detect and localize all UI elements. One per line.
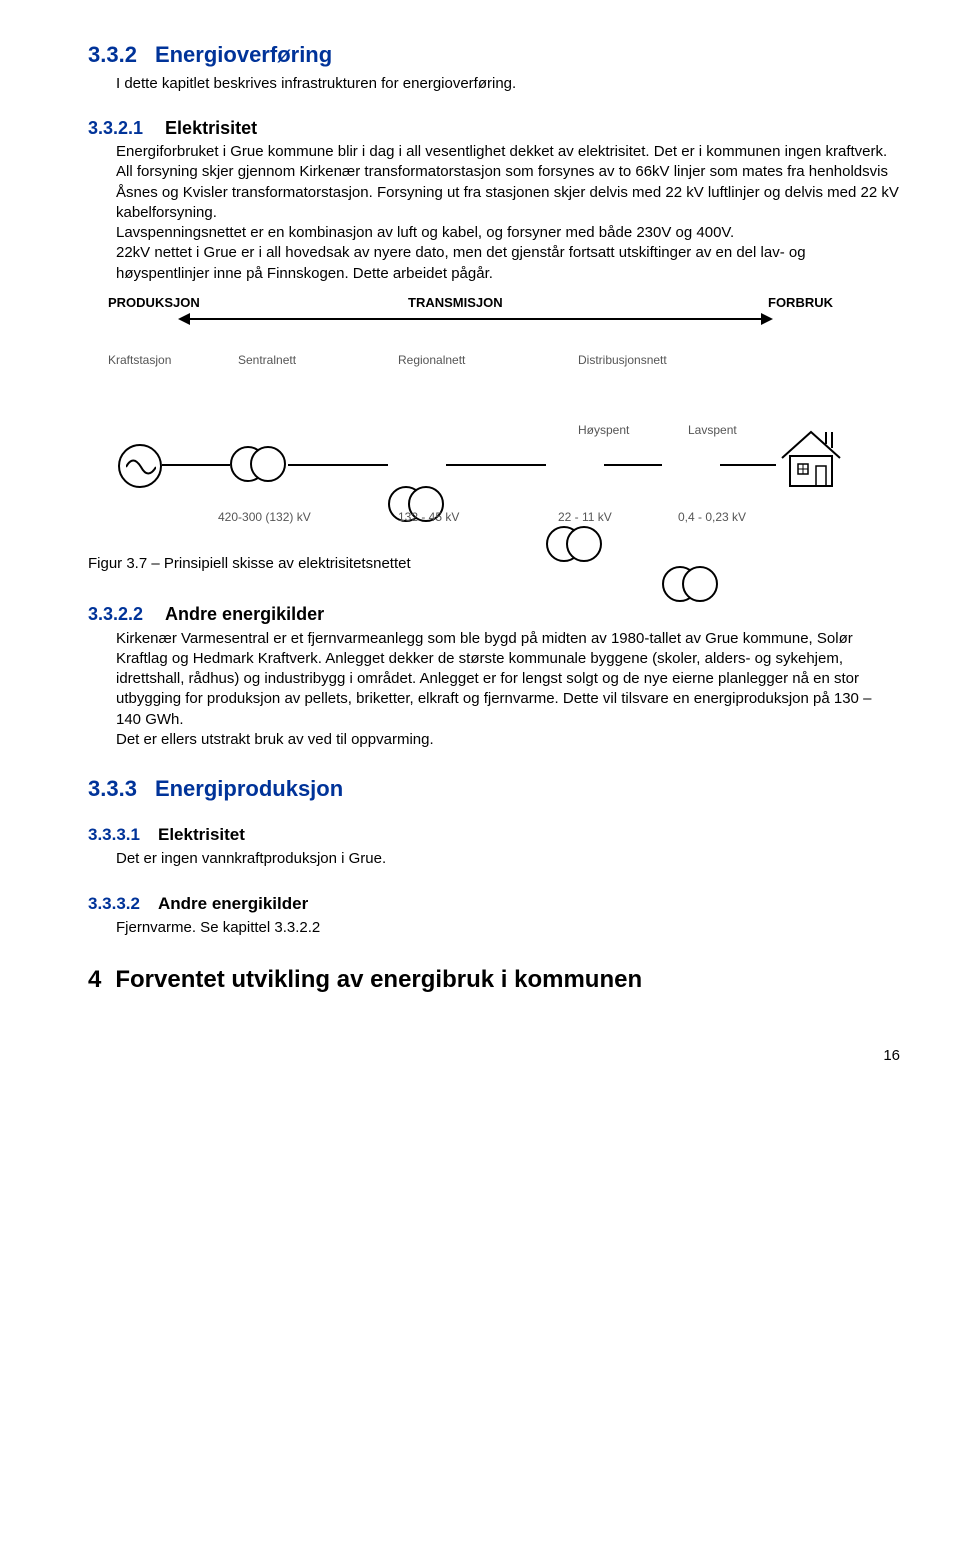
heading-number: 3.3.2.1 bbox=[88, 118, 143, 138]
chapter-4-heading: 4 Forventet utvikling av energibruk i kom… bbox=[88, 964, 900, 996]
house-icon bbox=[776, 422, 846, 492]
diagram-voltage-label: 132 - 45 kV bbox=[398, 509, 459, 525]
body-paragraph: Det er ellers utstrakt bruk av ved til o… bbox=[116, 730, 900, 750]
diagram-arrow bbox=[188, 318, 763, 320]
chapter-title: Forventet utvikling av energibruk i komm… bbox=[115, 966, 642, 993]
grid-diagram: PRODUKSJON TRANSMISJON FORBRUK Kraftstas… bbox=[108, 294, 848, 544]
diagram-top-label: PRODUKSJON bbox=[108, 294, 200, 312]
body-paragraph: Energiforbruket i Grue kommune blir i da… bbox=[116, 142, 900, 223]
transformer-icon bbox=[230, 444, 288, 484]
transformer-icon bbox=[546, 524, 604, 564]
heading-number: 3.3.2 bbox=[88, 42, 137, 67]
diagram-wire bbox=[446, 464, 546, 466]
body-paragraph: Lavspenningsnettet er en kombinasjon av … bbox=[116, 223, 900, 243]
heading-3-3-3-1: 3.3.3.1 Elektrisitet bbox=[88, 824, 900, 847]
body-paragraph: Det er ingen vannkraftproduksjon i Grue. bbox=[116, 849, 900, 869]
diagram-wire bbox=[288, 464, 388, 466]
heading-3-3-2: 3.3.2 Energioverføring bbox=[88, 40, 900, 70]
generator-icon bbox=[118, 444, 162, 488]
heading-number: 3.3.3 bbox=[88, 776, 137, 801]
diagram-top-label: FORBRUK bbox=[768, 294, 833, 312]
page-number: 16 bbox=[88, 1046, 900, 1066]
figure-caption: Figur 3.7 – Prinsipiell skisse av elektr… bbox=[88, 554, 900, 574]
heading-text: Elektrisitet bbox=[165, 118, 257, 138]
diagram-wire bbox=[604, 464, 662, 466]
diagram-band-label: Høyspent bbox=[578, 422, 629, 438]
heading-text: Elektrisitet bbox=[158, 825, 245, 844]
chapter-number: 4 bbox=[88, 966, 101, 993]
body-paragraph: Kirkenær Varmesentral er et fjernvarmean… bbox=[116, 629, 900, 730]
diagram-sub-label: Distribusjonsnett bbox=[578, 352, 667, 368]
heading-number: 3.3.3.1 bbox=[88, 825, 140, 844]
heading-number: 3.3.3.2 bbox=[88, 894, 140, 913]
body-paragraph: 22kV nettet i Grue er i all hovedsak av … bbox=[116, 243, 900, 284]
diagram-voltage-label: 22 - 11 kV bbox=[558, 509, 612, 525]
diagram-sub-label: Regionalnett bbox=[398, 352, 465, 368]
heading-number: 3.3.2.2 bbox=[88, 604, 143, 624]
heading-text: Energiproduksjon bbox=[155, 776, 343, 801]
intro-paragraph: I dette kapitlet beskrives infrastruktur… bbox=[116, 74, 900, 94]
heading-text: Energioverføring bbox=[155, 42, 332, 67]
heading-3-3-2-2: 3.3.2.2 Andre energikilder bbox=[88, 602, 900, 626]
diagram-voltage-label: 420-300 (132) kV bbox=[218, 509, 311, 525]
diagram-sub-label: Kraftstasjon bbox=[108, 352, 171, 368]
heading-3-3-3-2: 3.3.3.2 Andre energikilder bbox=[88, 893, 900, 916]
diagram-wire bbox=[720, 464, 776, 466]
diagram-sub-label: Sentralnett bbox=[238, 352, 296, 368]
diagram-top-label: TRANSMISJON bbox=[408, 294, 503, 312]
diagram-band-label: Lavspent bbox=[688, 422, 737, 438]
heading-text: Andre energikilder bbox=[158, 894, 308, 913]
diagram-voltage-label: 0,4 - 0,23 kV bbox=[678, 509, 746, 525]
heading-3-3-2-1: 3.3.2.1 Elektrisitet bbox=[88, 116, 900, 140]
diagram-wire bbox=[162, 464, 230, 466]
transformer-icon bbox=[662, 564, 720, 604]
body-paragraph: Fjernvarme. Se kapittel 3.3.2.2 bbox=[116, 918, 900, 938]
heading-text: Andre energikilder bbox=[165, 604, 324, 624]
heading-3-3-3: 3.3.3 Energiproduksjon bbox=[88, 774, 900, 804]
